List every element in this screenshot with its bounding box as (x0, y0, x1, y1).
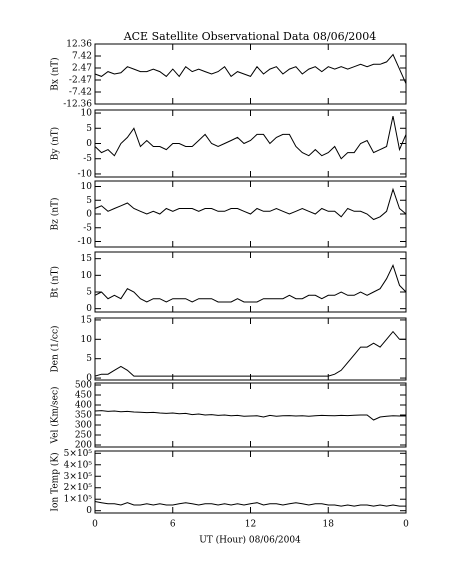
y-tick-label: 3×10⁵ (64, 472, 93, 482)
y-tick-label: 5 (86, 354, 92, 364)
y-tick-label: 10 (81, 182, 93, 192)
y-tick-label: 15 (81, 315, 93, 325)
x-tick-label: 0 (403, 520, 409, 530)
y-tick-label: 7.42 (72, 51, 92, 61)
y-tick-label: 0 (86, 374, 92, 384)
data-line (94, 501, 406, 507)
x-tick-label: 18 (323, 520, 335, 530)
y-tick-label: 200 (75, 441, 92, 451)
y-axis-label: Den (1/cc) (50, 325, 61, 372)
y-tick-label: 300 (75, 421, 92, 431)
x-tick-label: 12 (245, 520, 256, 530)
y-tick-label: 1×10⁵ (64, 495, 93, 505)
y-tick-label: 10 (81, 271, 93, 281)
y-tick-label: 5 (86, 124, 92, 134)
panel-frame (94, 43, 407, 105)
x-tick-label: 6 (170, 520, 176, 530)
data-line (94, 187, 407, 221)
y-axis-label: Bx (nT) (50, 57, 61, 90)
y-tick-label: 5×10⁵ (64, 449, 93, 459)
y-tick-label: 10 (81, 109, 93, 119)
y-tick-label: 350 (75, 411, 92, 421)
y-tick-label: 2×10⁵ (64, 483, 93, 493)
y-tick-label: 2.47 (72, 64, 92, 74)
y-axis-label: Vel (Km/sec) (50, 386, 61, 444)
y-axis-label: Bz (nT) (50, 197, 61, 230)
y-tick-label: 12.36 (66, 40, 92, 50)
y-tick-label: -5 (83, 223, 92, 233)
y-tick-label: -10 (78, 169, 93, 179)
y-tick-label: 15 (81, 254, 93, 264)
data-line (94, 330, 406, 377)
y-tick-label: -5 (83, 154, 92, 164)
data-line (94, 410, 406, 421)
y-tick-label: 0 (86, 506, 92, 516)
y-axis-label: Ion Temp (K) (50, 452, 61, 511)
y-tick-label: 5 (86, 196, 92, 206)
x-tick-label: 0 (92, 520, 98, 530)
y-tick-label: -2.47 (69, 75, 92, 85)
y-tick-label: -7.42 (69, 88, 92, 98)
x-axis-label: UT (Hour) 08/06/2004 (199, 535, 301, 546)
panel-frame (94, 251, 407, 313)
data-line (94, 263, 407, 303)
y-axis-label: By (nT) (50, 127, 61, 160)
panel-frame (94, 109, 407, 178)
y-tick-label: -12.36 (63, 100, 92, 110)
y-tick-label: 10 (81, 335, 93, 345)
data-line (94, 53, 407, 84)
y-tick-label: 5 (86, 288, 92, 298)
y-axis-label: Bt (nT) (50, 266, 61, 298)
y-tick-label: 0 (86, 210, 92, 220)
y-tick-label: -10 (78, 237, 93, 247)
chart-title: ACE Satellite Observational Data 08/06/2… (123, 30, 377, 43)
y-tick-label: 250 (75, 431, 92, 441)
y-tick-label: 0 (86, 139, 92, 149)
y-tick-label: 0 (86, 304, 92, 314)
y-tick-label: 500 (75, 381, 92, 391)
y-tick-label: 400 (75, 401, 92, 411)
data-line (94, 115, 407, 160)
y-tick-label: 4×10⁵ (64, 460, 93, 470)
y-tick-label: 450 (75, 391, 92, 401)
